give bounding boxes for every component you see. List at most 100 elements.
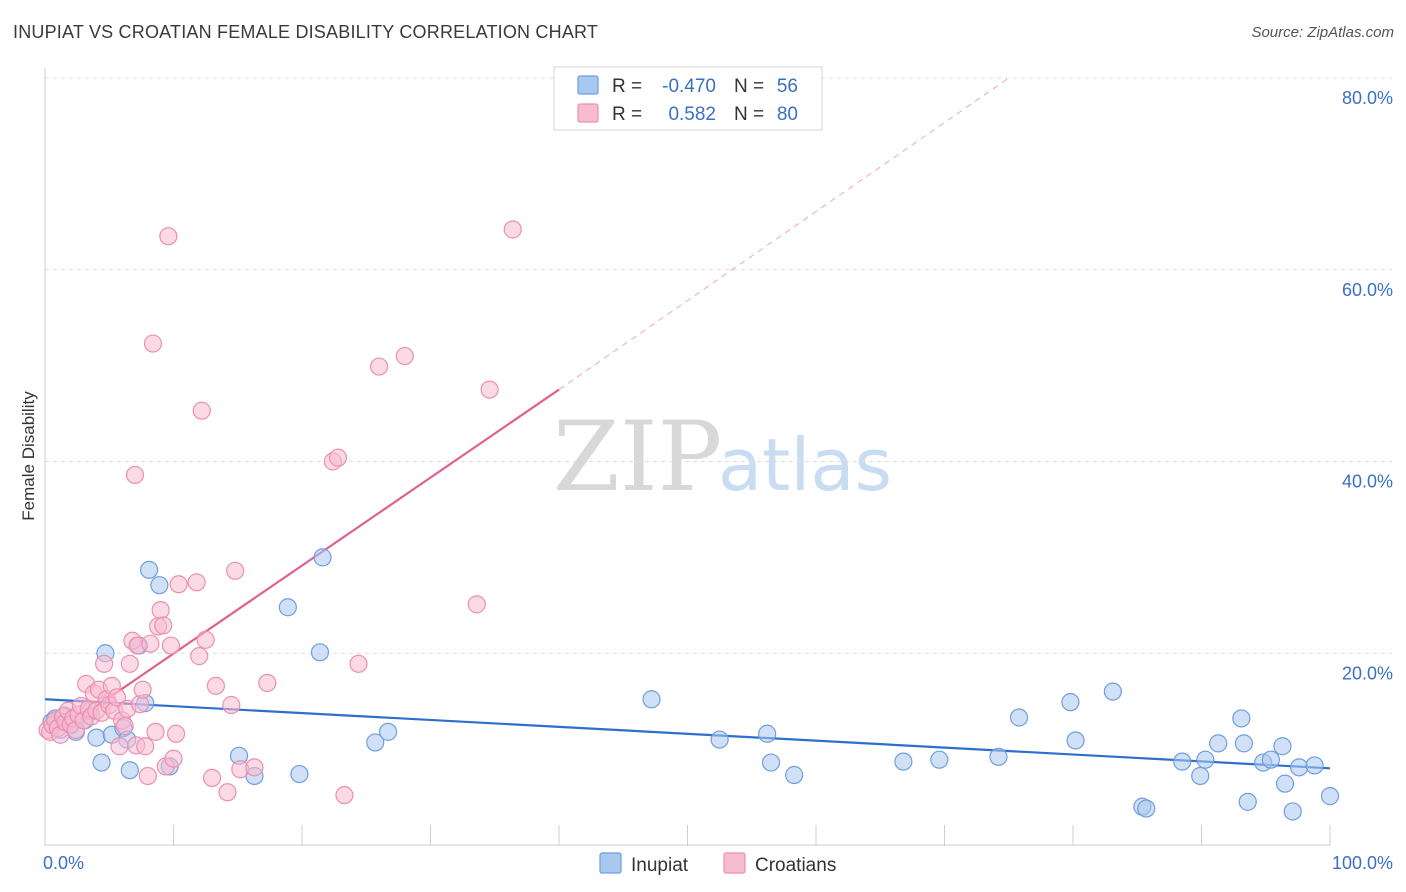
point-inupiat <box>989 747 1008 766</box>
point-croatians <box>328 448 348 467</box>
point-inupiat <box>1066 731 1085 750</box>
point-inupiat <box>313 548 332 567</box>
point-inupiat <box>1261 750 1280 769</box>
point-inupiat <box>1275 774 1295 793</box>
point-inupiat <box>310 643 330 662</box>
point-croatians <box>159 227 178 246</box>
watermark-zip: ZIP <box>553 401 722 513</box>
series-legend: Inupiat Croatians <box>599 852 836 876</box>
grid-lines <box>45 77 1392 654</box>
axes <box>44 68 1331 846</box>
legend-r-value: -0.470 <box>662 76 716 97</box>
point-inupiat <box>785 765 804 785</box>
legend-label-inupiat: Inupiat <box>631 855 689 876</box>
y-tick-label: 20.0% <box>1342 663 1393 683</box>
point-croatians <box>245 758 264 777</box>
point-inupiat <box>1305 756 1324 775</box>
y-tick-label: 40.0% <box>1342 472 1393 492</box>
legend-r-label: R = <box>612 104 642 125</box>
point-inupiat <box>1232 709 1251 728</box>
point-croatians <box>143 334 163 353</box>
point-croatians <box>467 595 486 614</box>
point-croatians <box>222 695 241 715</box>
legend-swatch-inupiat <box>577 75 599 95</box>
stats-legend: R = -0.470 N = 56 R = 0.582 N = 80 <box>553 66 823 131</box>
point-inupiat <box>1103 682 1122 701</box>
point-croatians <box>138 766 157 786</box>
point-croatians <box>190 647 209 666</box>
point-inupiat <box>1234 734 1254 753</box>
point-inupiat <box>290 764 309 784</box>
x-tick-labels: 0.0% 100.0% <box>43 853 1393 873</box>
point-croatians <box>196 630 215 649</box>
point-inupiat <box>1209 734 1228 753</box>
point-inupiat <box>894 752 913 771</box>
point-croatians <box>226 561 245 580</box>
point-croatians <box>151 601 170 620</box>
y-axis-label: Female Disability <box>19 391 38 521</box>
point-inupiat <box>1009 708 1029 727</box>
y-tick-label: 80.0% <box>1342 88 1393 108</box>
point-inupiat <box>1173 752 1192 771</box>
legend-label-croatians: Croatians <box>755 855 836 876</box>
point-croatians <box>164 749 183 768</box>
stats-legend-box <box>553 66 823 131</box>
point-croatians <box>146 722 165 741</box>
chart-title: INUPIAT VS CROATIAN FEMALE DISABILITY CO… <box>13 22 599 42</box>
point-croatians <box>503 220 522 239</box>
legend-swatch-croatians <box>723 852 746 874</box>
point-croatians <box>349 654 368 673</box>
point-inupiat <box>758 724 777 743</box>
point-inupiat <box>1196 750 1215 769</box>
point-inupiat <box>1290 758 1309 777</box>
trend-extension-croatians <box>558 77 1010 391</box>
legend-r-label: R = <box>612 76 642 97</box>
point-inupiat <box>1238 792 1257 811</box>
point-croatians <box>187 573 206 592</box>
y-tick-label: 60.0% <box>1342 280 1393 300</box>
x-tick-label: 100.0% <box>1332 853 1393 873</box>
point-inupiat <box>150 576 169 595</box>
legend-n-label: N = <box>734 104 764 125</box>
point-inupiat <box>930 750 949 769</box>
data-points <box>38 220 1340 821</box>
x-tick-label: 0.0% <box>43 853 84 873</box>
point-inupiat <box>1191 766 1210 786</box>
point-inupiat <box>92 753 111 772</box>
point-inupiat <box>366 733 385 752</box>
point-croatians <box>202 768 222 787</box>
point-inupiat <box>710 730 729 749</box>
point-croatians <box>95 654 114 673</box>
legend-swatch-inupiat <box>599 852 622 874</box>
point-croatians <box>206 676 226 695</box>
point-croatians <box>218 783 237 802</box>
point-croatians <box>370 357 389 376</box>
point-croatians <box>166 724 186 743</box>
point-inupiat <box>761 753 781 772</box>
point-croatians <box>110 737 129 756</box>
point-inupiat <box>139 560 159 579</box>
source-label: Source: ZipAtlas.com <box>1251 24 1394 41</box>
trend-line-inupiat <box>44 698 1331 770</box>
legend-n-value: 80 <box>777 104 798 125</box>
point-inupiat <box>120 761 139 780</box>
point-croatians <box>480 380 499 399</box>
point-inupiat <box>1137 799 1156 818</box>
point-croatians <box>125 465 145 485</box>
point-inupiat <box>1283 802 1302 821</box>
point-croatians <box>169 575 188 594</box>
point-inupiat <box>1320 787 1340 806</box>
point-croatians <box>141 634 160 653</box>
point-croatians <box>154 616 173 635</box>
point-croatians <box>161 636 181 655</box>
y-tick-labels: 20.0% 40.0% 60.0% 80.0% <box>1342 88 1393 683</box>
point-croatians <box>120 654 139 673</box>
point-croatians <box>395 346 414 366</box>
point-croatians <box>107 688 127 707</box>
point-croatians <box>335 786 354 805</box>
watermark-atlas: atlas <box>718 423 892 507</box>
legend-swatch-croatians <box>577 103 599 123</box>
point-inupiat <box>87 728 106 747</box>
point-inupiat <box>378 722 398 741</box>
